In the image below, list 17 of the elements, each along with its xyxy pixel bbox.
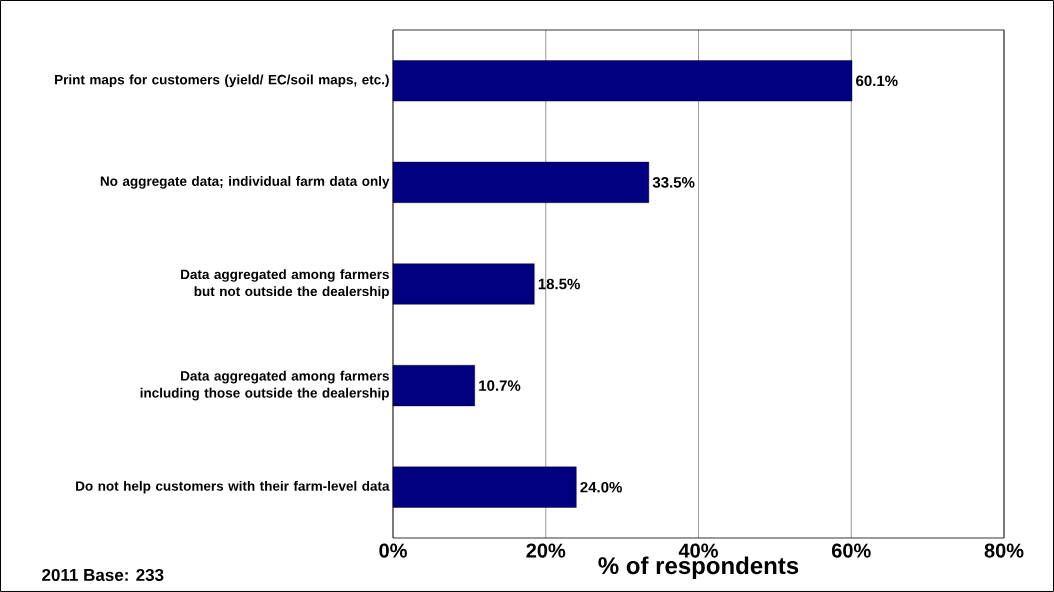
x-tick-label: 60% [831, 543, 871, 558]
data-label: 33.5% [652, 177, 695, 188]
data-label: 10.7% [479, 380, 521, 391]
x-tick-label: 0% [379, 543, 407, 558]
x-tick-label: 80% [984, 543, 1024, 558]
x-tick-label: 40% [678, 543, 718, 558]
data-label: 18.5% [538, 278, 580, 290]
data-label: 60.1% [856, 75, 898, 87]
y-tick-label: Data aggregated among farmers including those outside the dealership [140, 370, 389, 401]
y-tick-label: Data aggregated among farmers but not outside the dealership [181, 269, 389, 299]
data-label: 24.0% [580, 481, 622, 493]
x-tick-label: 20% [526, 543, 566, 558]
text: 2011 Base: 233 [42, 568, 164, 582]
y-tick-label: Print maps for customers (yield/ EC/soil maps, etc.) [55, 74, 389, 88]
x-axis-title: % of respondents [598, 556, 799, 579]
y-tick-label: Do not help customers with their farm-level data [76, 480, 390, 494]
y-tick-label: No aggregate data; individual farm data only [100, 176, 390, 189]
